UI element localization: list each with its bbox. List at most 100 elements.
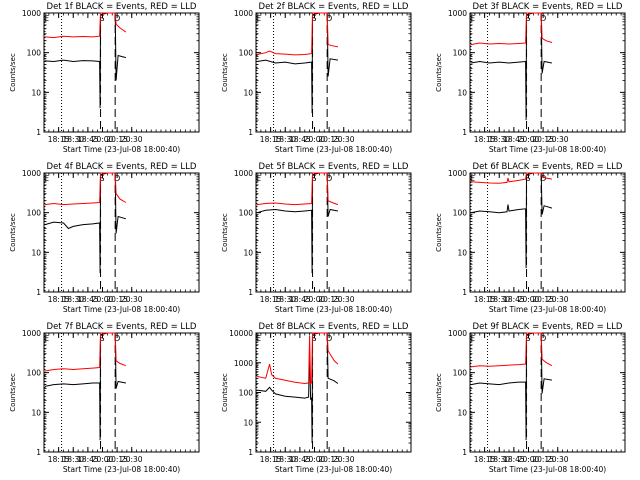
chart-title: Det 8f BLACK = Events, RED = LLD <box>259 322 409 332</box>
x-axis-label: Start Time (23-Jul-08 18:00:40) <box>489 465 606 474</box>
chart-panel-2: Det 2f BLACK = Events, RED = LLD 1 10 100 10… <box>221 2 412 154</box>
y-tick-label: 1 <box>462 128 467 137</box>
chart-panel-9: Det 9f BLACK = Events, RED = LLD 1 10 100 10… <box>435 322 626 474</box>
y-tick-label: 100 <box>453 209 468 218</box>
x-tick-label: 20:00 <box>92 135 114 144</box>
event-marker-label: E <box>470 14 475 23</box>
y-tick-label: 1 <box>248 128 253 137</box>
y-tick-label: 10 <box>243 418 253 427</box>
x-tick-label: 20:15 <box>318 455 340 464</box>
y-tick-label: 100 <box>453 369 468 378</box>
series-line-lld <box>256 12 338 56</box>
x-tick-label: 18:30 <box>62 135 84 144</box>
y-tick-label: 1 <box>36 128 41 137</box>
y-tick-label: 1 <box>248 448 253 457</box>
x-tick-label: 18:15 <box>260 135 282 144</box>
y-tick-label: 100 <box>239 389 254 398</box>
y-axis-label: Counts/sec <box>435 373 443 412</box>
y-tick-label: 10 <box>31 88 41 97</box>
series-line-events <box>470 172 553 269</box>
chart-title: Det 6f BLACK = Events, RED = LLD <box>473 162 623 172</box>
y-tick-label: 100 <box>27 209 42 218</box>
plot-frame <box>469 12 626 133</box>
y-axis-label: Counts/sec <box>221 53 229 92</box>
x-tick-label: 20:00 <box>92 295 114 304</box>
series-line-lld <box>470 12 553 46</box>
x-tick-label: 20:30 <box>333 295 355 304</box>
event-marker-label: S <box>312 14 317 23</box>
chart-panel-8: Det 8f BLACK = Events, RED = LLD 1 10 100 10… <box>221 322 412 474</box>
y-tick-label: 1 <box>248 288 253 297</box>
x-axis-label: Start Time (23-Jul-08 18:00:40) <box>489 305 606 314</box>
y-tick-label: 1000 <box>22 9 41 18</box>
x-axis-label: Start Time (23-Jul-08 18:00:40) <box>63 465 180 474</box>
y-tick-label: 1 <box>462 448 467 457</box>
y-axis-label: Counts/sec <box>435 213 443 252</box>
x-tick-label: 20:00 <box>304 455 326 464</box>
x-axis-label: Start Time (23-Jul-08 18:00:40) <box>275 305 392 314</box>
plot-frame <box>469 332 626 453</box>
x-tick-label: 20:30 <box>547 455 569 464</box>
x-tick-label: 18:45 <box>289 135 311 144</box>
series-line-lld <box>470 172 552 184</box>
plot-frame <box>43 332 200 453</box>
x-tick-label: 18:45 <box>77 135 99 144</box>
x-axis-label: Start Time (23-Jul-08 18:00:40) <box>63 305 180 314</box>
x-tick-label: 18:15 <box>48 135 70 144</box>
x-tick-label: 20:15 <box>106 295 128 304</box>
chart-panel-7: Det 7f BLACK = Events, RED = LLD 1 10 100 10… <box>9 322 200 474</box>
y-tick-label: 100 <box>453 49 468 58</box>
y-tick-label: 1000 <box>22 329 41 338</box>
chart-panel-6: Det 6f BLACK = Events, RED = LLD 1 10 100 10… <box>435 162 626 314</box>
series-line-lld <box>256 172 339 206</box>
x-tick-label: 18:45 <box>503 455 525 464</box>
x-tick-label: 18:45 <box>289 455 311 464</box>
x-axis-label: Start Time (23-Jul-08 18:00:40) <box>275 145 392 154</box>
series-line-lld <box>44 172 127 206</box>
y-axis-label: Counts/sec <box>221 373 229 412</box>
x-tick-label: 20:30 <box>333 135 355 144</box>
y-tick-label: 100 <box>27 369 42 378</box>
x-tick-label: 18:45 <box>289 295 311 304</box>
x-tick-label: 20:00 <box>518 135 540 144</box>
y-tick-label: 10000 <box>229 329 253 338</box>
y-axis-label: Counts/sec <box>435 53 443 92</box>
x-tick-label: 20:15 <box>532 135 554 144</box>
x-tick-label: 20:15 <box>106 455 128 464</box>
event-marker-label: S <box>526 14 531 23</box>
y-tick-label: 100 <box>27 49 42 58</box>
x-tick-label: 20:30 <box>121 295 143 304</box>
y-tick-label: 10 <box>457 88 467 97</box>
event-marker-label: D <box>540 334 546 343</box>
y-tick-label: 10 <box>457 248 467 257</box>
series-line-events <box>44 172 127 274</box>
x-tick-label: 20:15 <box>318 135 340 144</box>
series-line-events <box>44 12 127 109</box>
y-tick-label: 100 <box>239 209 254 218</box>
x-tick-label: 18:45 <box>503 295 525 304</box>
y-tick-label: 1000 <box>448 169 467 178</box>
y-axis-label: Counts/sec <box>9 373 17 412</box>
chart-title: Det 4f BLACK = Events, RED = LLD <box>47 162 197 172</box>
event-marker-label: D <box>114 14 120 23</box>
x-tick-label: 20:00 <box>92 455 114 464</box>
event-marker-label: E <box>256 174 261 183</box>
chart-title: Det 9f BLACK = Events, RED = LLD <box>473 322 623 332</box>
event-marker-label: E <box>44 14 49 23</box>
x-tick-label: 18:30 <box>274 455 296 464</box>
y-tick-label: 10 <box>243 88 253 97</box>
event-marker-label: S <box>312 174 317 183</box>
chart-panel-3: Det 3f BLACK = Events, RED = LLD 1 10 100 10… <box>435 2 626 154</box>
plot-frame <box>469 172 626 293</box>
y-tick-label: 1000 <box>234 359 253 368</box>
chart-title: Det 3f BLACK = Events, RED = LLD <box>473 2 623 12</box>
x-tick-label: 20:30 <box>121 455 143 464</box>
x-tick-label: 18:45 <box>503 135 525 144</box>
x-tick-label: 18:15 <box>48 295 70 304</box>
series-line-events <box>256 12 338 114</box>
x-tick-label: 20:30 <box>547 295 569 304</box>
event-marker-label: E <box>470 334 475 343</box>
y-tick-label: 1 <box>36 288 41 297</box>
series-line-events <box>470 332 552 441</box>
series-line-lld <box>256 332 339 385</box>
